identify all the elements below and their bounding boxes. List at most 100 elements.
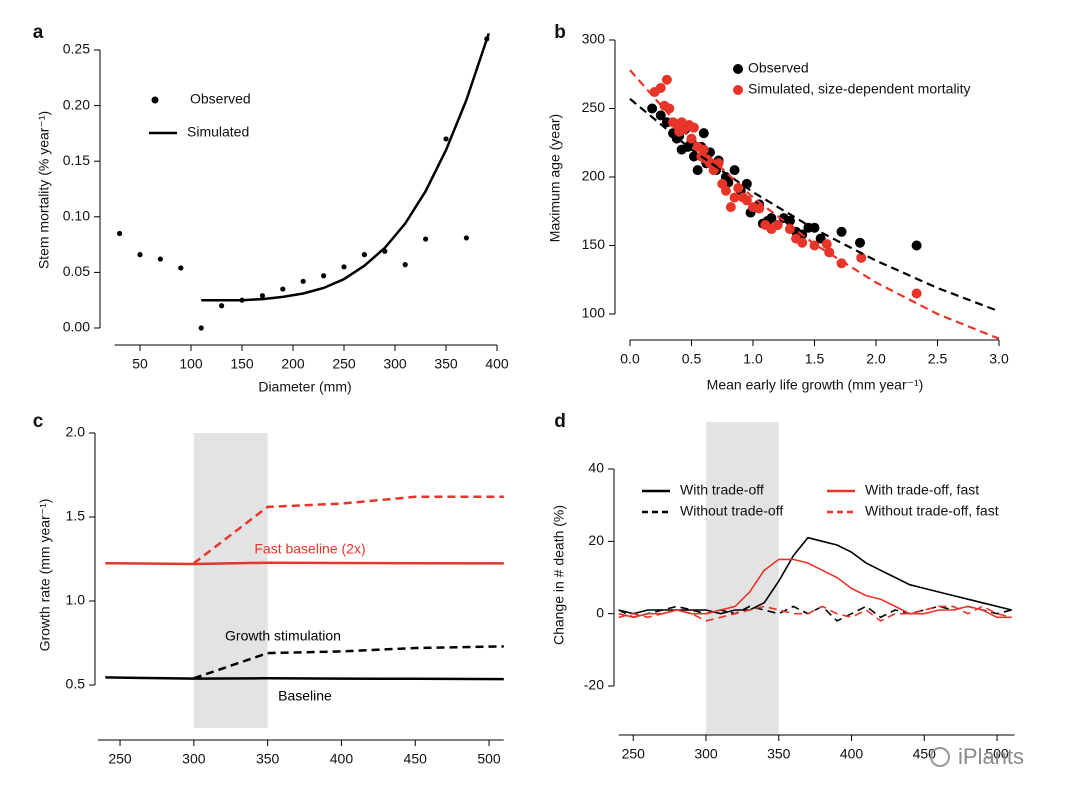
y-tick-label: 20 [588, 532, 604, 548]
y-tick-label: 0 [596, 604, 604, 620]
data-line [618, 605, 1012, 622]
shaded-period [193, 433, 268, 728]
y-tick-label: 200 [582, 168, 606, 184]
data-point [423, 236, 429, 242]
x-tick-label: 1.5 [805, 351, 825, 367]
y-tick-label: 250 [582, 99, 606, 115]
y-tick-label: 150 [582, 236, 606, 252]
x-tick-label: 400 [330, 751, 354, 767]
x-axis-title: Diameter (mm) [258, 379, 351, 395]
line-annotation: Baseline [278, 688, 332, 704]
data-point [720, 185, 731, 196]
shaded-period [706, 422, 779, 735]
x-tick-label: 500 [477, 751, 501, 767]
data-point [321, 273, 327, 279]
data-point [661, 74, 672, 85]
legend-label: Simulated [187, 124, 249, 140]
data-point [117, 230, 123, 237]
data-line [629, 98, 1000, 313]
y-tick-label: 0.15 [63, 152, 90, 168]
data-point [198, 325, 204, 331]
x-tick-label: 150 [230, 356, 254, 372]
y-tick-label: 0.05 [63, 263, 90, 279]
x-tick-label: 250 [108, 751, 132, 767]
data-point [655, 82, 666, 93]
x-tick-label: 0.5 [682, 351, 702, 367]
data-point [688, 122, 699, 133]
data-line [105, 561, 504, 566]
y-tick-label: 100 [582, 305, 606, 321]
data-point [137, 252, 143, 258]
data-point [911, 288, 922, 299]
x-tick-label: 350 [434, 356, 458, 372]
data-line [618, 558, 1012, 619]
y-tick-label: 1.0 [66, 592, 86, 608]
x-tick-label: 2.5 [928, 351, 948, 367]
data-line [201, 32, 490, 302]
data-point [784, 215, 795, 226]
data-point [692, 165, 703, 176]
panel-label: b [554, 22, 566, 43]
x-tick-label: 300 [694, 746, 718, 762]
y-axis-title: Stem mortality (% year⁻¹) [36, 111, 52, 269]
data-point [698, 128, 709, 139]
data-point [647, 103, 658, 114]
x-axis-title: Mean early life growth (mm year⁻¹) [707, 377, 924, 393]
legend-label: Simulated, size-dependent mortality [748, 81, 971, 97]
watermark-icon [930, 747, 950, 767]
panel-label: c [33, 411, 44, 432]
data-point [655, 110, 666, 121]
legend-symbol [733, 64, 743, 74]
y-tick-label: 300 [582, 31, 606, 47]
data-point [836, 258, 847, 269]
legend-label: Without trade-off [680, 503, 783, 519]
data-point [741, 195, 752, 206]
x-tick-label: 400 [840, 746, 864, 762]
y-tick-label: 0.25 [63, 41, 90, 57]
y-tick-label: 2.0 [66, 424, 86, 440]
data-point [772, 219, 783, 230]
data-point [178, 265, 184, 271]
x-tick-label: 250 [622, 746, 646, 762]
y-tick-label: 0.20 [63, 96, 90, 112]
x-tick-label: 400 [485, 356, 509, 372]
data-line [618, 605, 1012, 622]
x-tick-label: 200 [281, 356, 305, 372]
x-tick-label: 0.0 [620, 351, 640, 367]
y-tick-label: 1.5 [66, 508, 86, 524]
y-tick-label: -20 [584, 677, 604, 693]
x-tick-label: 450 [404, 751, 428, 767]
y-tick-label: 0.00 [63, 319, 90, 335]
data-point [157, 256, 163, 262]
data-point [856, 252, 867, 263]
legend-label: Without trade-off, fast [865, 503, 999, 519]
panel-label: a [33, 22, 44, 43]
line-annotation: Fast baseline (2x) [254, 541, 365, 557]
y-axis-title: Maximum age (year) [547, 114, 563, 242]
x-tick-label: 500 [985, 746, 1009, 762]
y-axis-title: Change in # death (%) [551, 505, 567, 645]
y-axis-title: Growth rate (mm year⁻¹) [37, 499, 53, 652]
data-point [911, 240, 922, 251]
data-point [836, 226, 847, 237]
watermark-text: iPlants [958, 744, 1024, 769]
line-annotation: Growth stimulation [225, 628, 341, 644]
x-tick-label: 350 [767, 746, 791, 762]
legend-symbol [733, 85, 743, 95]
legend-label: With trade-off, fast [865, 482, 979, 498]
data-point [300, 278, 306, 284]
x-tick-label: 2.0 [866, 351, 886, 367]
data-point [219, 303, 225, 309]
data-point [688, 151, 699, 162]
data-point [729, 192, 740, 203]
data-point [698, 144, 709, 155]
data-line [629, 69, 1000, 340]
data-point [443, 136, 449, 142]
x-tick-label: 350 [256, 751, 280, 767]
data-point [725, 202, 736, 213]
data-point [766, 213, 777, 224]
legend-label: With trade-off [680, 482, 764, 498]
x-tick-label: 1.0 [743, 351, 763, 367]
panel-label: d [554, 411, 566, 432]
data-line [618, 536, 1012, 615]
